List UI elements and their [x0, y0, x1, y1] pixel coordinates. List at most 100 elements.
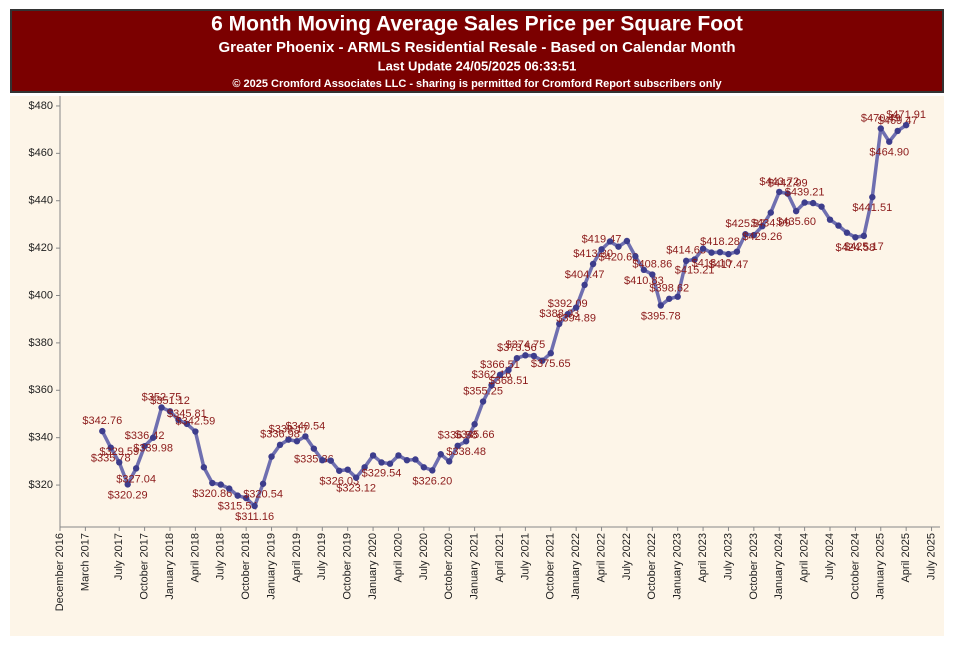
y-tick-label: $480: [29, 100, 53, 112]
data-point: [826, 216, 834, 223]
data-label: $320.54: [243, 489, 283, 501]
data-point: [158, 404, 165, 411]
y-tick-label: $320: [29, 479, 53, 491]
y-tick-label: $360: [29, 384, 53, 396]
y-tick-label: $420: [29, 242, 53, 254]
data-label: $418.28: [700, 236, 740, 248]
data-point: [530, 352, 538, 360]
x-tick-label: July 2019: [316, 533, 328, 580]
x-tick-label: March 2017: [79, 533, 91, 591]
data-point: [344, 466, 351, 473]
x-tick-label: April 2020: [392, 533, 404, 583]
data-point: [242, 494, 250, 502]
data-label: $355.25: [463, 385, 503, 397]
data-label: $442.99: [768, 178, 808, 190]
data-point: [437, 451, 444, 458]
x-tick-label: October 2018: [240, 533, 252, 600]
x-tick-label: October 2019: [342, 533, 354, 600]
data-point: [386, 460, 394, 467]
y-tick-label: $440: [29, 195, 53, 207]
data-label: $414.63: [666, 245, 706, 257]
data-point: [852, 234, 859, 241]
data-label: $425.17: [844, 241, 884, 253]
data-label: $326.20: [412, 475, 452, 487]
data-point: [513, 354, 521, 362]
data-label: $439.21: [785, 187, 825, 199]
x-tick-label: July 2022: [621, 533, 633, 580]
data-point: [598, 246, 605, 253]
x-tick-label: July 2020: [418, 533, 430, 580]
data-point: [412, 456, 419, 463]
data-point: [285, 436, 292, 443]
data-label: $395.78: [641, 310, 681, 322]
data-point: [124, 481, 131, 488]
data-label: $404.47: [565, 269, 605, 281]
update-note: Last Update 24/05/2025 06:33:51: [378, 58, 577, 73]
x-tick-label: October 2023: [748, 533, 760, 600]
data-point: [860, 232, 868, 240]
data-point: [623, 237, 631, 245]
data-point: [336, 467, 343, 474]
data-label: $471.91: [886, 109, 926, 121]
x-tick-label: April 2024: [799, 533, 811, 583]
data-point: [183, 420, 191, 428]
x-tick-label: January 2023: [672, 533, 684, 600]
data-point: [192, 428, 199, 435]
data-point: [132, 465, 140, 472]
x-tick-label: April 2018: [189, 533, 201, 583]
data-label: $373.56: [497, 342, 537, 354]
data-point: [251, 502, 258, 510]
data-point: [572, 304, 580, 311]
data-point: [818, 203, 825, 210]
x-tick-label: July 2017: [113, 533, 125, 580]
data-label: $443.72: [759, 176, 799, 188]
data-label: $323.12: [336, 483, 376, 495]
data-label: $342.59: [176, 415, 216, 427]
x-tick-label: January 2020: [367, 533, 379, 600]
data-point: [149, 434, 157, 441]
data-point: [259, 480, 267, 487]
plot-background: [10, 96, 944, 636]
data-label: $420.62: [599, 252, 639, 264]
x-tick-label: July 2018: [215, 533, 227, 580]
chart-subtitle: Greater Phoenix - ARMLS Residential Resa…: [218, 39, 735, 56]
data-label: $417.47: [709, 259, 749, 271]
data-point: [268, 453, 275, 460]
data-point: [733, 248, 741, 255]
data-label: $345.66: [455, 429, 495, 441]
x-tick-label: October 2021: [545, 533, 557, 600]
data-point: [116, 459, 123, 466]
x-tick-label: April 2022: [595, 533, 607, 583]
x-tick-label: October 2024: [849, 533, 861, 600]
data-point: [361, 464, 368, 471]
data-point: [175, 416, 182, 424]
x-tick-label: January 2024: [773, 533, 785, 600]
data-point: [666, 295, 673, 302]
data-label: $368.51: [489, 375, 529, 387]
y-tick-label: $400: [29, 289, 53, 301]
data-label: $429.26: [742, 231, 782, 243]
data-label: $336.42: [125, 430, 165, 442]
data-point: [725, 250, 732, 258]
data-point: [327, 457, 334, 464]
data-point: [581, 281, 588, 289]
y-tick-label: $460: [29, 147, 53, 159]
data-point: [809, 199, 817, 207]
data-point: [200, 464, 208, 471]
data-point: [886, 138, 893, 145]
x-tick-label: October 2017: [139, 533, 151, 600]
data-label: $351.12: [150, 395, 190, 407]
data-point: [107, 444, 114, 451]
data-point: [209, 479, 216, 487]
data-label: $415.21: [675, 264, 715, 276]
x-tick-label: October 2022: [646, 533, 658, 600]
data-point: [420, 464, 428, 471]
data-point: [454, 442, 461, 449]
x-tick-label: July 2023: [722, 533, 734, 580]
data-label: $398.62: [649, 283, 689, 295]
data-label: $418.10: [692, 258, 732, 270]
data-point: [166, 408, 174, 415]
chart-title: 6 Month Moving Average Sales Price per S…: [211, 13, 743, 36]
data-point: [403, 456, 411, 464]
data-label: $340.54: [286, 420, 326, 432]
